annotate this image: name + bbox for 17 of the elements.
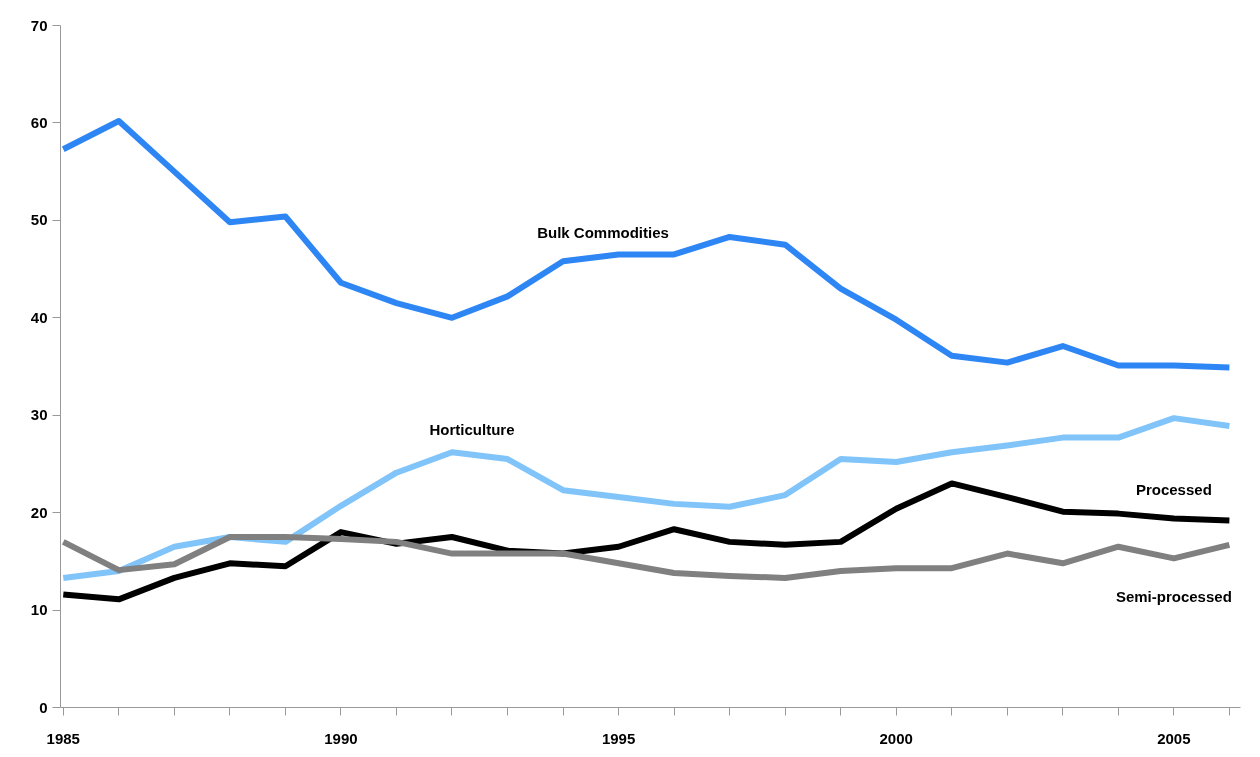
y-tick-label: 10 (30, 601, 48, 619)
y-tick-label: 70 (30, 16, 48, 34)
y-tick-label: 50 (30, 211, 48, 229)
y-tick-label: 20 (30, 503, 48, 521)
y-tick-label: 40 (30, 308, 48, 326)
x-tick-label: 2005 (1157, 729, 1191, 747)
x-tick-label: 1985 (46, 729, 80, 747)
series-label: Horticulture (429, 421, 515, 439)
y-tick-label: 60 (30, 113, 48, 131)
x-tick-label: 1995 (601, 729, 636, 747)
y-tick-label: 0 (39, 698, 48, 716)
y-tick-label: 30 (30, 406, 48, 424)
series-label: Bulk Commodities (537, 224, 669, 242)
series-label: Processed (1135, 481, 1212, 499)
x-tick-label: 1990 (324, 729, 358, 747)
x-tick-label: 2000 (879, 729, 913, 747)
text: Semi-processed (1115, 588, 1232, 606)
